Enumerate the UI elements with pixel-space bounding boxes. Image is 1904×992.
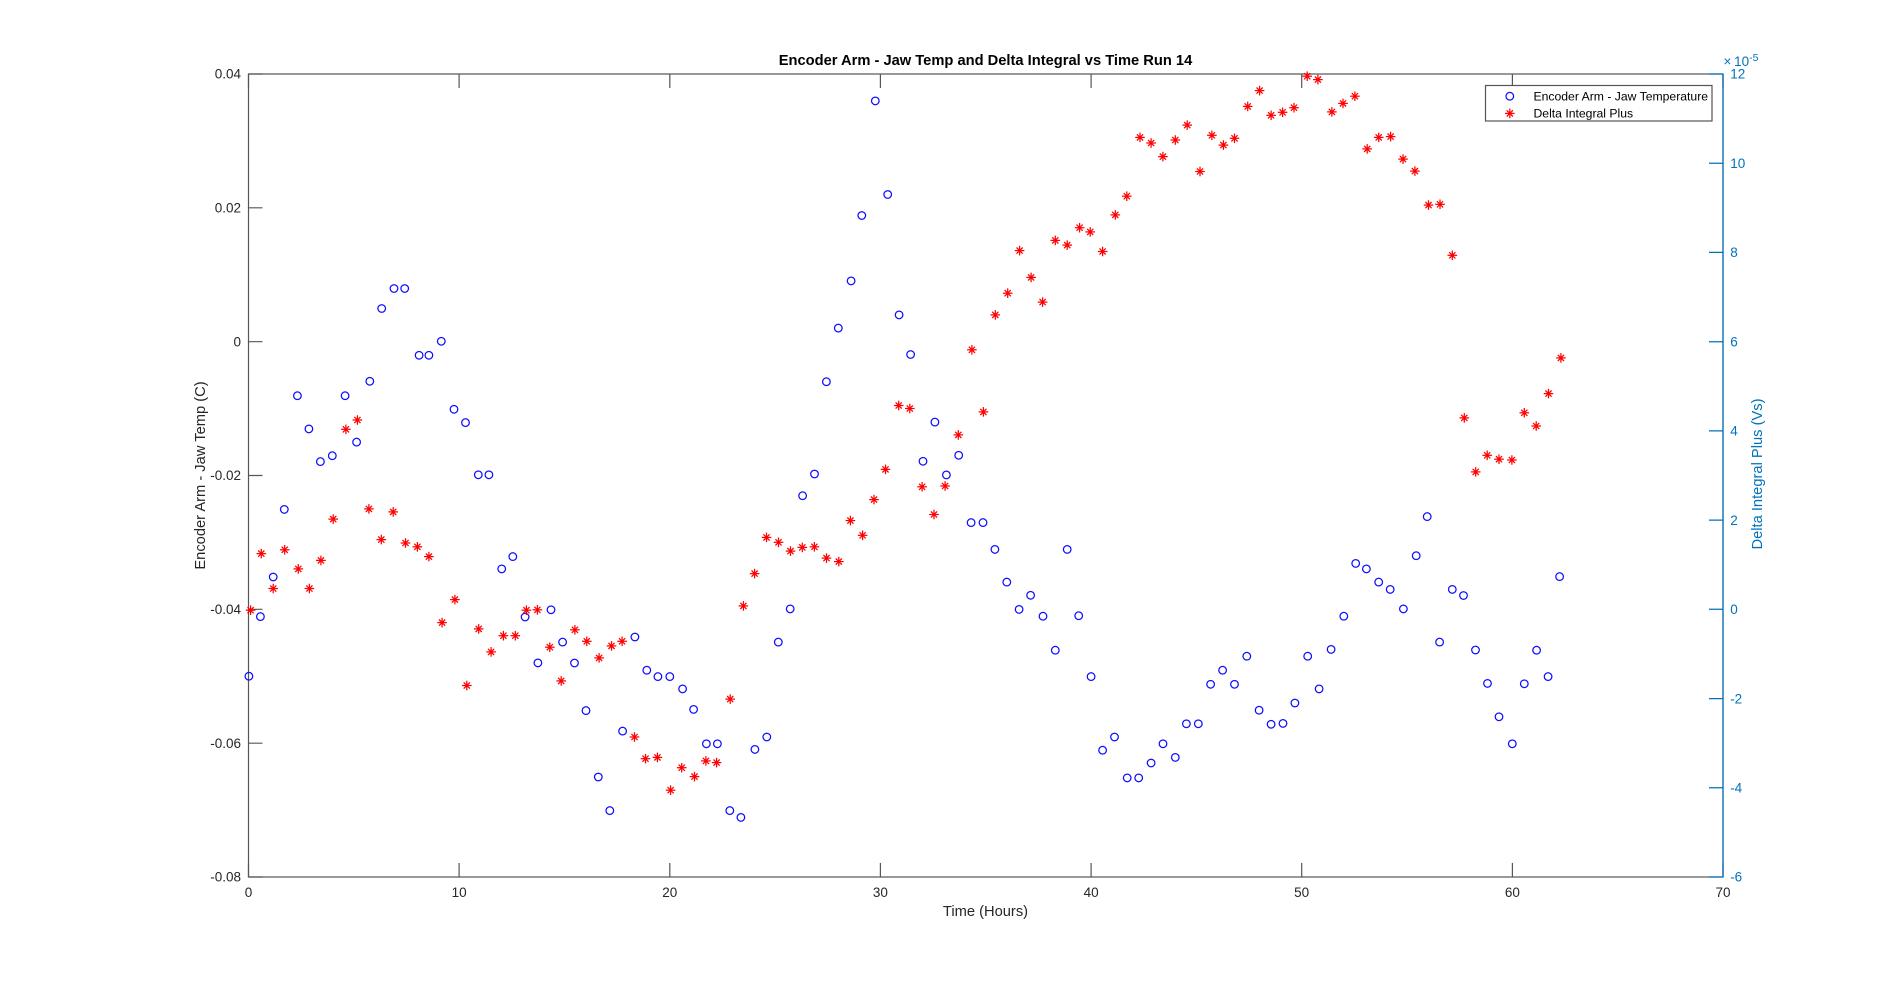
svg-text:60: 60: [1505, 885, 1520, 900]
svg-text:50: 50: [1294, 885, 1309, 900]
svg-text:-0.02: -0.02: [210, 468, 241, 483]
svg-text:Delta Integral Plus: Delta Integral Plus: [1534, 107, 1634, 121]
svg-text:12: 12: [1730, 67, 1745, 82]
svg-text:Delta Integral Plus (Vs): Delta Integral Plus (Vs): [1750, 398, 1766, 549]
svg-text:0: 0: [245, 885, 253, 900]
svg-text:0: 0: [1730, 602, 1738, 617]
svg-text:Encoder Arm - Jaw Temperature: Encoder Arm - Jaw Temperature: [1534, 90, 1709, 104]
svg-text:Time (Hours): Time (Hours): [943, 904, 1028, 920]
svg-text:2: 2: [1730, 513, 1738, 528]
svg-text:10: 10: [452, 885, 467, 900]
svg-text:-0.04: -0.04: [210, 602, 241, 617]
svg-text:-0.08: -0.08: [210, 870, 241, 885]
svg-text:-0.06: -0.06: [210, 736, 241, 751]
svg-text:10: 10: [1730, 156, 1745, 171]
svg-text:6: 6: [1730, 334, 1738, 349]
svg-text:70: 70: [1715, 885, 1730, 900]
svg-text:40: 40: [1084, 885, 1099, 900]
svg-text:Encoder Arm - Jaw Temp (C): Encoder Arm - Jaw Temp (C): [193, 381, 209, 569]
svg-text:20: 20: [662, 885, 677, 900]
svg-text:0: 0: [233, 334, 241, 349]
svg-text:-6: -6: [1730, 870, 1742, 885]
svg-text:8: 8: [1730, 245, 1738, 260]
svg-text:4: 4: [1730, 424, 1738, 439]
svg-text:0.04: 0.04: [215, 67, 242, 82]
svg-text:Encoder Arm - Jaw Temp and Del: Encoder Arm - Jaw Temp and Delta Integra…: [779, 53, 1193, 69]
svg-text:-2: -2: [1730, 691, 1742, 706]
svg-text:0.02: 0.02: [215, 201, 241, 216]
svg-text:-4: -4: [1730, 781, 1742, 796]
svg-text:30: 30: [873, 885, 888, 900]
